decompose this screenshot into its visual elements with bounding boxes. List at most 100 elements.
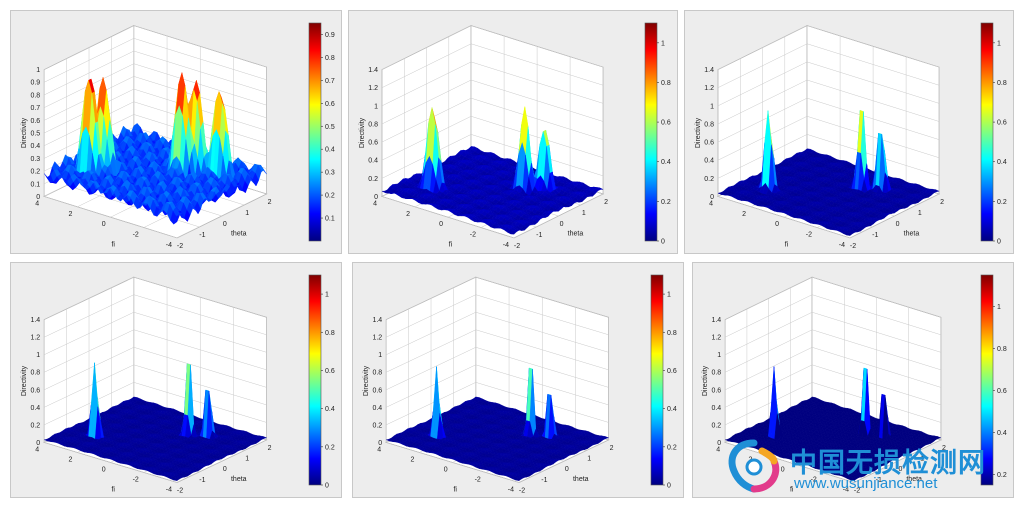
z-axis-label: Directivity: [359, 117, 366, 148]
surface-plot-panel-2: 0 0.2 0.4 0.6 0.8 1 1.2 1.4 -2 -1 0 1 2 -4 -2 0 2 4 theta f…: [348, 10, 678, 254]
z-tick-label: 0.6: [30, 118, 40, 125]
colorbar: [644, 22, 658, 242]
colorbar-tick-label: 0.2: [325, 193, 335, 200]
z-tick-label: 0.8: [30, 92, 40, 99]
y-tick-label: -2: [133, 232, 139, 239]
y-tick-label: 4: [709, 200, 713, 207]
colorbar: [308, 22, 322, 242]
colorbar-tick-label: 0.4: [661, 159, 671, 166]
colorbar: [980, 22, 994, 242]
y-gridline: [176, 67, 267, 239]
z-tick-label: 1: [710, 103, 714, 110]
surface-patch: [510, 230, 518, 235]
y-axis-label: fi: [449, 241, 453, 248]
x-tick-label: 0: [896, 221, 900, 228]
z-tick-label: 0.8: [704, 121, 714, 128]
colorbar-tick-label: 0.9: [325, 32, 335, 39]
y-tick-label: 4: [35, 200, 39, 207]
colorbar-tick-label: 0: [661, 239, 665, 246]
z-tick-label: 1.2: [368, 85, 378, 92]
y-tick-label: 0: [439, 221, 443, 228]
surface-plot-panel-1: 0 0.1 0.2 0.3 0.4 0.5 0.6 0.7 0.8 0.9 1 -2 -1 0 1 2 -4 -2…: [10, 10, 342, 254]
z-tick-label: 0.4: [704, 158, 714, 165]
x-axis-label: theta: [231, 231, 247, 238]
y-gridline: [849, 67, 940, 239]
y-tick-label: -4: [839, 242, 845, 249]
x-tick-label: 1: [245, 210, 249, 217]
x-tick-label: -1: [199, 232, 205, 239]
x-tick-label: 2: [940, 199, 944, 206]
y-tick-label: -4: [166, 242, 172, 249]
colorbar-tick-label: 0.8: [997, 80, 1007, 87]
z-tick-label: 1: [36, 67, 40, 74]
y-tick-label: 2: [742, 211, 746, 218]
colorbar-tick-label: 0.3: [325, 170, 335, 177]
colorbar-tick-label: 0.8: [325, 55, 335, 62]
colorbar-tick-label: 0.6: [661, 120, 671, 127]
surface-plot-3: 0 0.2 0.4 0.6 0.8 1 1.2 1.4 -2 -1 0 1 2 -4 -2 0 2 4 theta f…: [695, 22, 1007, 250]
y-gridline: [176, 317, 267, 483]
colorbar-tick-label: 0.1: [325, 216, 335, 223]
z-axis-label: Directivity: [21, 117, 28, 148]
z-tick-label: 1.2: [704, 85, 714, 92]
surface-patch: [173, 214, 180, 225]
x-tick-label: -1: [536, 232, 542, 239]
z-tick-label: 1.4: [368, 67, 378, 74]
z-gridline: [717, 25, 940, 70]
surface-plot-2: 00.20.40.60.811.21.4-2-1012-4-2024thetaf…: [359, 22, 671, 250]
z-tick-label: 0.2: [30, 169, 40, 176]
colorbar-tick-label: 0.6: [997, 120, 1007, 127]
z-tick-label: 0.3: [30, 156, 40, 163]
surface-mesh: [43, 362, 268, 481]
surface-plot-1: 0 0.1 0.2 0.3 0.4 0.5 0.6 0.7 0.8 0.9 1 -2 -1 0 1 2 -4 -2…: [21, 22, 335, 250]
z-tick-label: 0.2: [368, 176, 378, 183]
colorbar-tick-label: 0.5: [325, 124, 335, 131]
x-axis-label: theta: [904, 231, 920, 238]
z-tick-label: 1.4: [704, 67, 714, 74]
y-axis-label: fi: [785, 241, 789, 248]
x-tick-label: -1: [872, 232, 878, 239]
colorbar-tick-label: 0.4: [997, 159, 1007, 166]
y-tick-label: 2: [68, 211, 72, 218]
z-tick-label: 0: [36, 194, 40, 201]
x-tick-label: 0: [223, 221, 227, 228]
z-tick-label: 0.2: [704, 176, 714, 183]
z-tick-label: 0.1: [30, 181, 40, 188]
colorbar-tick-label: 0: [997, 239, 1001, 246]
y-gridline: [513, 67, 604, 239]
z-tick-label: 0.9: [30, 80, 40, 87]
surface-plot-4: 00.20.40.60.811.21.4-2-1012-4-2024thetaf…: [21, 274, 335, 494]
y-tick-label: 0: [775, 221, 779, 228]
colorbar-tick-label: 0.2: [661, 199, 671, 206]
x-tick-label: 0: [560, 221, 564, 228]
colorbar-tick-label: 1: [997, 40, 1001, 47]
surface-plot-panel-4: 0 0.2 0.4 0.6 0.8 1 1.2 1.4 -2 -1 0 1 2 -4 -2 0 2 4 theta f…: [10, 262, 342, 498]
z-tick-label: 0: [710, 194, 714, 201]
colorbar-tick-label: 0.7: [325, 78, 335, 85]
x-tick-label: -2: [177, 243, 183, 250]
y-tick-label: -2: [806, 232, 812, 239]
z-tick-label: 0.4: [30, 143, 40, 150]
z-tick-label: 0.6: [704, 140, 714, 147]
y-tick-label: 0: [102, 221, 106, 228]
z-gridline: [381, 25, 604, 70]
z-tick-label: 1: [374, 103, 378, 110]
x-tick-label: -2: [850, 243, 856, 250]
y-tick-label: -2: [470, 232, 476, 239]
y-tick-label: -4: [503, 242, 509, 249]
surface-mesh: [381, 106, 604, 235]
y-axis-label: fi: [111, 241, 115, 248]
z-gridline: [44, 25, 267, 70]
colorbar-tick-label: 0.4: [325, 147, 335, 154]
z-axis-label: Directivity: [695, 117, 702, 148]
x-tick-label: 1: [582, 210, 586, 217]
z-tick-label: 0.5: [30, 131, 40, 138]
colorbar-tick-label: 0.2: [997, 199, 1007, 206]
x-axis-label: theta: [568, 231, 584, 238]
x-tick-label: 1: [918, 210, 922, 217]
colorbar-tick-label: 0.8: [661, 80, 671, 87]
z-tick-label: 0: [374, 194, 378, 201]
y-tick-label: 2: [406, 211, 410, 218]
z-tick-label: 0.7: [30, 105, 40, 112]
x-tick-label: 2: [604, 199, 608, 206]
